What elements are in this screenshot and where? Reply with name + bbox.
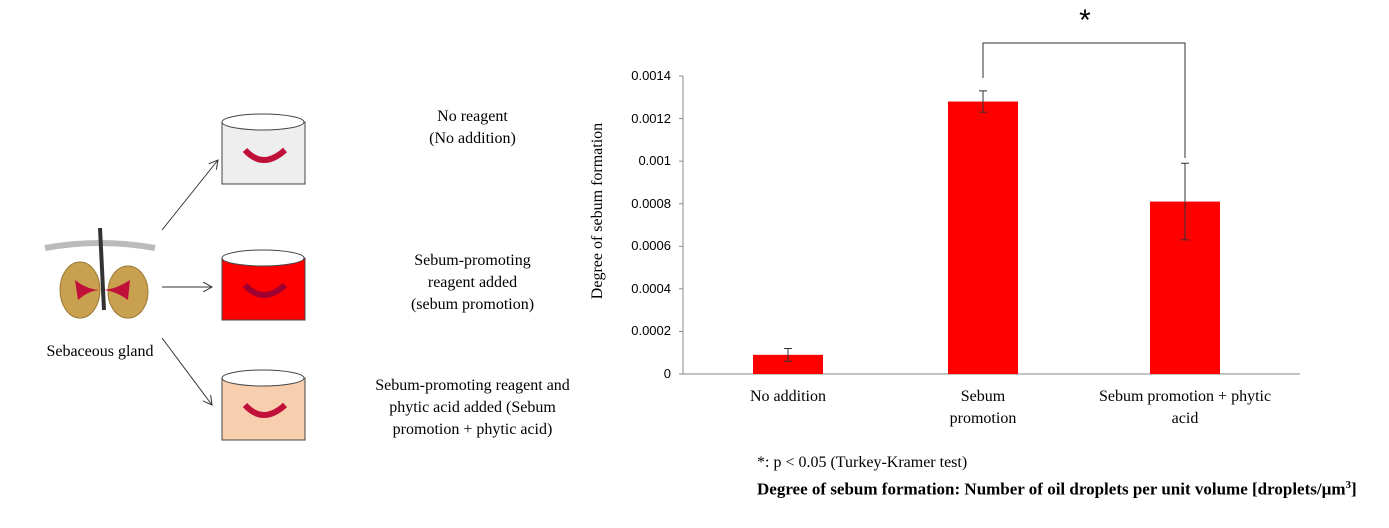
y-tick-label: 0.0006 (631, 238, 671, 254)
condition-label: promotion + phytic acid) (392, 421, 553, 438)
source-label: Sebaceous gland (46, 343, 154, 360)
bar (753, 354, 823, 374)
x-tick-label: No addition (750, 388, 826, 405)
note: *: p < 0.05 (Turkey-Kramer test) (757, 454, 968, 471)
condition-label: phytic acid added (Sebum (389, 399, 556, 416)
y-tick-label: 0.0012 (631, 110, 671, 126)
error-bar (1181, 162, 1189, 241)
significance-bracket (982, 42, 1186, 158)
condition-label: No reagent (437, 108, 508, 125)
y-tick-label: 0 (663, 366, 671, 381)
condition-label: Sebum-promoting (414, 252, 531, 269)
y-tick-label: 0.0002 (631, 323, 671, 339)
error-bar (784, 347, 792, 362)
annotation: * (1079, 4, 1091, 37)
y-tick-label: 0.0004 (631, 280, 671, 296)
definition-text: Degree of sebum formation: Number of oil… (757, 479, 1346, 499)
condition-label: (sebum promotion) (410, 296, 535, 313)
definition: Degree of sebum formation: Number of oil… (757, 474, 1387, 501)
beaker (221, 369, 306, 441)
error-bar (979, 90, 987, 113)
y-tick-label: 0.001 (638, 153, 671, 169)
y-tick-label: 0.0014 (631, 68, 671, 83)
x-tick-label: Sebum promotion (949, 388, 1017, 427)
condition-label: (No addition) (429, 130, 516, 147)
y-tick-label: 0.0008 (631, 195, 671, 211)
superscript: 3 (1345, 479, 1352, 491)
beaker (221, 249, 306, 321)
definition-text: ] (1351, 479, 1357, 499)
condition-label: reagent added (427, 274, 518, 291)
condition-label: Sebum-promoting reagent and (375, 377, 570, 394)
bar (948, 101, 1018, 375)
beaker (221, 113, 306, 185)
x-tick-label: Sebum promotion + phytic acid (1098, 388, 1272, 427)
arrow (161, 160, 218, 231)
gland-icon (44, 227, 156, 319)
arrow (161, 337, 212, 405)
